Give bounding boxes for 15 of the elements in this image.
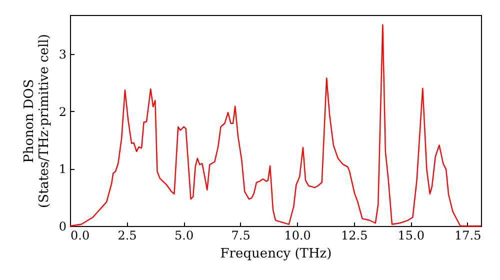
x-tick-label: 17.5 xyxy=(454,228,482,242)
x-tick-label: 10.0 xyxy=(284,228,311,242)
line-series xyxy=(69,24,482,227)
y-tick-label: 3 xyxy=(58,47,66,62)
y-tick-label: 1 xyxy=(58,162,66,176)
y-axis-title: Phonon DOS (States/THz·primitive cell) xyxy=(22,34,52,208)
x-tick-label: 15.0 xyxy=(398,228,424,242)
x-tick-label: 5.0 xyxy=(174,228,194,242)
x-axis-title: Frequency (THz) xyxy=(220,246,332,262)
x-tick-label: 2.5 xyxy=(118,228,137,242)
x-tick-label: 12.5 xyxy=(340,228,368,242)
x-tick-label: 0.0 xyxy=(70,228,90,242)
y-tick-label: 2 xyxy=(58,104,66,119)
y-tick-label: 0 xyxy=(58,220,66,234)
x-tick-label: 7.5 xyxy=(231,228,250,242)
